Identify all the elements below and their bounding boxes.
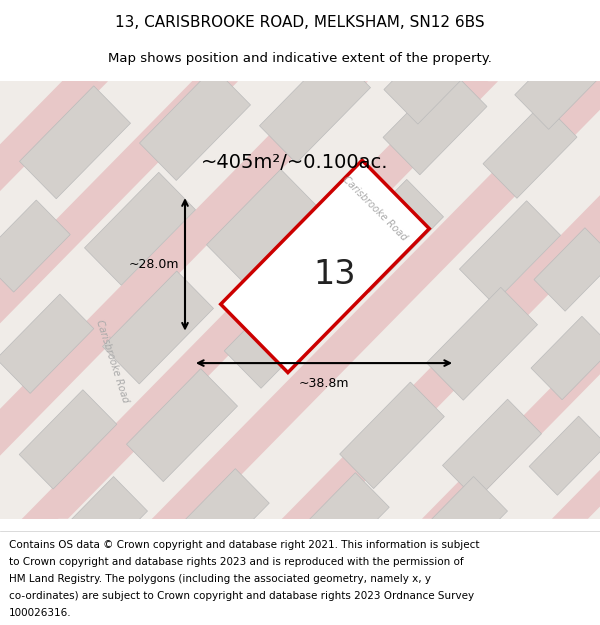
Polygon shape	[292, 81, 600, 519]
Polygon shape	[167, 469, 269, 573]
Polygon shape	[103, 271, 214, 384]
Polygon shape	[0, 0, 600, 578]
Text: Carisbrooke Road: Carisbrooke Road	[341, 174, 409, 242]
Text: 13: 13	[314, 258, 356, 291]
Polygon shape	[422, 81, 600, 519]
Polygon shape	[0, 81, 238, 519]
Text: 13, CARISBROOKE ROAD, MELKSHAM, SN12 6BS: 13, CARISBROOKE ROAD, MELKSHAM, SN12 6BS	[115, 15, 485, 30]
Polygon shape	[0, 200, 70, 292]
Polygon shape	[460, 201, 560, 304]
Polygon shape	[0, 0, 600, 49]
Polygon shape	[340, 382, 445, 489]
Polygon shape	[0, 195, 600, 625]
Text: HM Land Registry. The polygons (including the associated geometry, namely x, y: HM Land Registry. The polygons (includin…	[9, 574, 431, 584]
Polygon shape	[85, 173, 196, 285]
Text: Map shows position and indicative extent of the property.: Map shows position and indicative extent…	[108, 52, 492, 65]
Polygon shape	[206, 169, 317, 282]
Polygon shape	[127, 369, 238, 482]
Text: co-ordinates) are subject to Crown copyright and database rights 2023 Ordnance S: co-ordinates) are subject to Crown copyr…	[9, 591, 474, 601]
Polygon shape	[224, 279, 332, 388]
Polygon shape	[287, 472, 389, 577]
Polygon shape	[332, 179, 443, 292]
Polygon shape	[0, 81, 368, 519]
Text: ~38.8m: ~38.8m	[299, 378, 349, 391]
Polygon shape	[383, 69, 487, 175]
Polygon shape	[0, 294, 94, 393]
Polygon shape	[0, 81, 108, 519]
Polygon shape	[384, 14, 492, 124]
Polygon shape	[162, 81, 600, 519]
Polygon shape	[19, 390, 117, 489]
Polygon shape	[552, 81, 600, 519]
Polygon shape	[531, 316, 600, 400]
Text: Carisbrooke Road: Carisbrooke Road	[94, 318, 130, 404]
Polygon shape	[529, 416, 600, 495]
Text: ~405m²/~0.100ac.: ~405m²/~0.100ac.	[201, 153, 389, 172]
Polygon shape	[0, 0, 600, 446]
Polygon shape	[443, 399, 541, 500]
Text: Contains OS data © Crown copyright and database right 2021. This information is : Contains OS data © Crown copyright and d…	[9, 540, 479, 550]
Text: ~28.0m: ~28.0m	[128, 258, 179, 271]
Polygon shape	[0, 0, 600, 313]
Polygon shape	[32, 81, 498, 519]
Polygon shape	[139, 68, 251, 181]
Polygon shape	[483, 102, 577, 198]
Polygon shape	[0, 63, 600, 625]
Polygon shape	[221, 160, 429, 372]
Text: 100026316.: 100026316.	[9, 608, 71, 618]
Text: to Crown copyright and database rights 2023 and is reproduced with the permissio: to Crown copyright and database rights 2…	[9, 557, 464, 567]
Polygon shape	[19, 86, 131, 199]
Polygon shape	[0, 0, 600, 181]
Polygon shape	[515, 38, 600, 129]
Polygon shape	[534, 228, 600, 311]
Polygon shape	[49, 476, 148, 578]
Polygon shape	[427, 288, 538, 400]
Polygon shape	[259, 50, 371, 163]
Polygon shape	[409, 476, 508, 578]
